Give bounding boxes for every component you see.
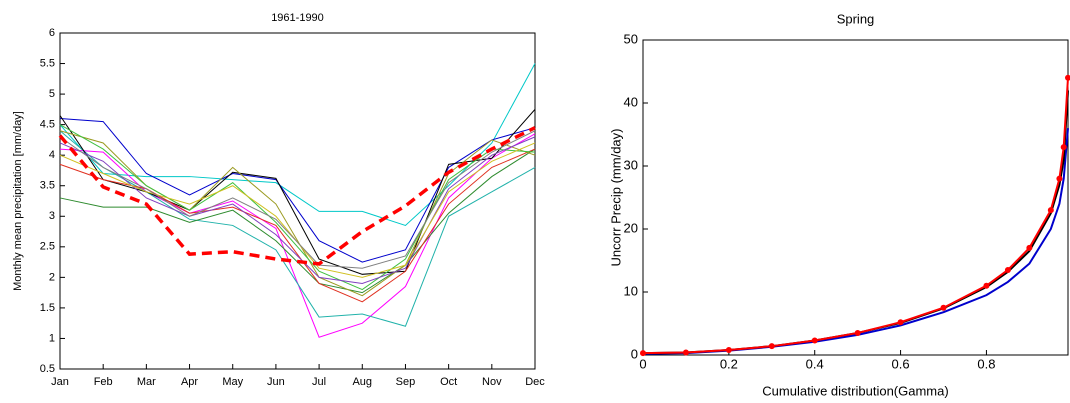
data-point	[1060, 144, 1067, 151]
series-line	[59, 118, 536, 263]
y-tick-label: 5.5	[40, 57, 55, 69]
x-tick-label: Sep	[396, 376, 416, 388]
y-tick-label: 0.5	[40, 363, 55, 375]
x-tick-label: Dec	[525, 376, 545, 388]
y-tick-label: 0	[631, 346, 638, 361]
chart-panel: Jan Feb Mar Apr May Jun Jul Aug Sep Oct Nov Dec 0.5 1…	[12, 12, 545, 388]
x-tick-label: Jun	[267, 376, 285, 388]
plot-frame	[642, 39, 1069, 356]
y-axis-label: Uncorr Precip (mm/day)	[608, 129, 623, 267]
y-tick-label: 10	[624, 283, 638, 298]
x-tick-label: 0.4	[806, 356, 824, 371]
y-tick-label: 30	[624, 157, 638, 172]
x-tick-label: Mar	[137, 376, 156, 388]
series-line	[642, 77, 1069, 355]
x-tick-label: Oct	[440, 376, 457, 388]
x-tick-label: 0.8	[977, 356, 995, 371]
x-tick-label: Aug	[352, 376, 372, 388]
y-tick-label: 3	[49, 210, 55, 222]
series-line	[59, 124, 536, 291]
data-point	[682, 349, 689, 356]
y-tick-label: 2	[49, 271, 55, 283]
data-point	[725, 346, 732, 353]
chart-panel: 0 0.2 0.4 0.6 0.8 0 10 20 30 40 50 Spring Uncorr Pre…	[608, 11, 1070, 398]
chart-title: Spring	[837, 11, 875, 26]
y-axis-label: Monthly mean precipitation [mm/day]	[12, 111, 24, 291]
y-tick-label: 4	[49, 149, 55, 161]
series-line	[59, 130, 536, 327]
x-tick-label: Jan	[51, 376, 69, 388]
data-point	[1056, 175, 1063, 182]
data-point	[811, 337, 818, 344]
x-tick-label: Feb	[94, 376, 113, 388]
y-tick-label: 4.5	[40, 119, 55, 131]
x-tick-label: Jul	[312, 376, 326, 388]
x-tick-label: Nov	[482, 376, 502, 388]
data-point	[983, 282, 990, 289]
x-tick-label: 0	[639, 356, 646, 371]
x-tick-label: Apr	[181, 376, 198, 388]
y-tick-label: 1.5	[40, 302, 55, 314]
data-point	[854, 329, 861, 336]
data-point	[1026, 244, 1033, 251]
series-line	[59, 63, 536, 227]
data-point	[1065, 74, 1070, 81]
y-tick-label: 6	[49, 27, 55, 39]
x-tick-label: May	[222, 376, 243, 388]
data-point	[768, 343, 775, 350]
chart-title: 1961-1990	[271, 12, 324, 24]
y-tick-label: 1	[49, 332, 55, 344]
x-tick-label: 0.2	[720, 356, 738, 371]
data-point	[640, 350, 646, 357]
series-line	[59, 148, 536, 303]
y-tick-label: 50	[624, 31, 638, 46]
y-tick-label: 5	[49, 88, 55, 100]
series-line	[642, 90, 1069, 355]
series-line	[642, 128, 1069, 355]
data-point	[1047, 207, 1054, 214]
x-axis-label: Cumulative distribution(Gamma)	[762, 383, 948, 398]
series-line	[59, 136, 536, 284]
plot-frame	[59, 32, 536, 370]
y-tick-label: 20	[624, 220, 638, 235]
y-tick-label: 40	[624, 94, 638, 109]
data-point	[940, 304, 947, 311]
series-line	[59, 109, 536, 275]
series-line	[59, 130, 536, 269]
data-point	[1004, 266, 1011, 273]
series-line	[59, 130, 536, 297]
data-point	[897, 319, 904, 326]
y-tick-label: 3.5	[40, 180, 55, 192]
y-tick-label: 2.5	[40, 241, 55, 253]
x-tick-label: 0.6	[892, 356, 910, 371]
series-line	[58, 126, 536, 266]
